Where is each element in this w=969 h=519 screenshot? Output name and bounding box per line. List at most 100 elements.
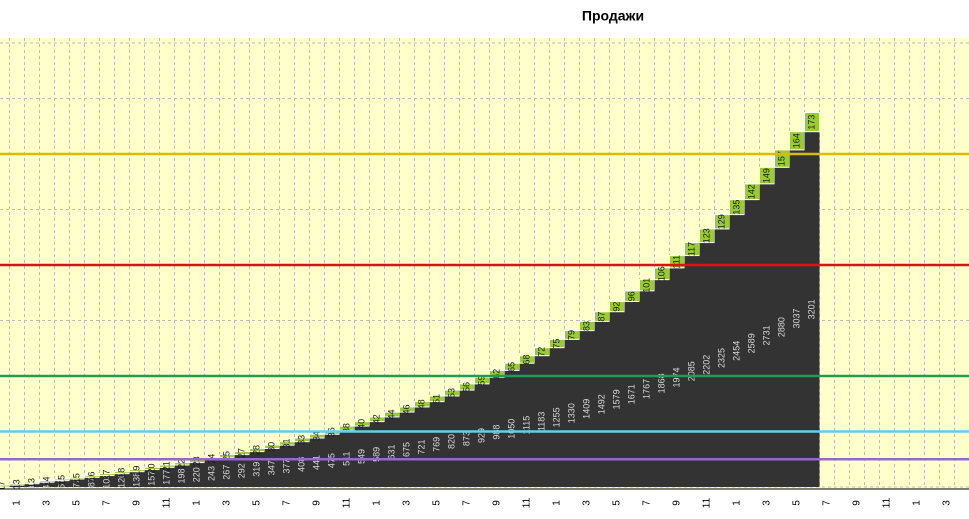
bar-label: 1767 [641, 379, 651, 399]
bar-segment [99, 475, 115, 487]
bar-label: 57 [56, 479, 66, 489]
bar-label: 2589 [746, 333, 756, 353]
bar-label: 1183 [536, 412, 546, 431]
bar-label: 96 [626, 291, 636, 301]
bar-label: 46 [401, 405, 411, 415]
bar-label: 1255 [551, 407, 561, 427]
bar-label: 28 [251, 445, 261, 455]
bar-label: 198 [176, 468, 186, 483]
bar-segment [804, 131, 820, 487]
bar-label: 1671 [626, 384, 636, 404]
bar-label: 2325 [716, 348, 726, 368]
bar-label: 2454 [731, 341, 741, 361]
x-tick-label: 5 [432, 500, 443, 506]
bar-label: 18 [116, 468, 126, 478]
bar-segment [174, 465, 190, 487]
x-tick-label: 9 [312, 500, 323, 506]
bar-label: 17 [101, 470, 111, 480]
bar-label: 16 [86, 471, 96, 481]
x-tick-label: 11 [162, 497, 173, 508]
bar-segment [609, 311, 625, 487]
x-tick-label: 7 [462, 500, 473, 506]
x-tick-label: 1 [912, 500, 923, 506]
bar-label: 117 [686, 242, 696, 256]
bar-segment [24, 483, 40, 487]
bar-segment [579, 330, 595, 487]
bar-label: 72 [536, 347, 546, 357]
bar-label: 103 [101, 474, 111, 489]
bar-label: 30 [266, 442, 276, 452]
bar-label: 3201 [806, 299, 816, 319]
bar-label: 319 [251, 462, 261, 477]
bar-label: 177 [161, 470, 171, 485]
bar-segment [204, 460, 220, 487]
bar-segment [9, 485, 25, 487]
x-tick-label: 1 [732, 500, 743, 506]
chart-title: Продажи [582, 8, 644, 24]
bar-segment [414, 406, 430, 487]
bar-label: 769 [431, 437, 441, 452]
bar-label: 441 [311, 455, 321, 470]
bar-segment [144, 469, 160, 487]
bar-segment [714, 228, 730, 488]
bar-segment [369, 421, 385, 487]
bar-label: 138 [131, 472, 141, 487]
axis-background [0, 489, 969, 519]
bar-label: 48 [416, 399, 426, 409]
bar-label: 220 [191, 467, 201, 482]
x-tick-label: 9 [852, 500, 863, 506]
bar-label: 243 [206, 466, 216, 481]
bar-label: 44 [386, 410, 396, 420]
bar-label: 72 [71, 478, 81, 488]
x-tick-label: 5 [72, 500, 83, 506]
bar-label: 2880 [776, 317, 786, 337]
bar-label: 929 [476, 428, 486, 443]
bar-label: 27 [236, 448, 246, 458]
bar-label: 135 [731, 200, 741, 215]
x-tick-label: 3 [222, 500, 233, 506]
bar-label: 1868 [656, 373, 666, 393]
bar-label: 65 [506, 362, 516, 372]
bar-segment [324, 434, 340, 487]
bar-label: 408 [296, 457, 306, 472]
bar-segment [744, 199, 760, 487]
bar-segment [354, 426, 370, 487]
x-tick-label: 11 [702, 497, 713, 508]
bar-label: 51 [431, 394, 441, 404]
bar-label: 1115 [521, 416, 531, 435]
bar-label: 43 [41, 480, 51, 490]
x-tick-label: 9 [132, 500, 143, 506]
bar-segment [429, 401, 445, 487]
bar-segment [759, 183, 775, 487]
bar-label: 123 [701, 228, 711, 243]
bar-label: 549 [356, 449, 366, 464]
x-tick-label: 3 [942, 500, 953, 506]
x-tick-label: 3 [762, 500, 773, 506]
bar-label: 292 [236, 463, 246, 478]
bar-segment [219, 457, 235, 487]
bar-label: 120 [116, 473, 126, 488]
bar-label: 34 [311, 431, 321, 441]
bar-label: 87 [596, 312, 606, 322]
bar-label: 106 [656, 266, 666, 281]
x-tick-label: 1 [12, 500, 23, 506]
bar-label: 157 [776, 151, 786, 166]
bar-label: 13 [26, 478, 36, 488]
bar-label: 38 [341, 423, 351, 433]
bar-segment [534, 355, 550, 487]
bar-label: 75 [551, 339, 561, 349]
bar-segment [459, 390, 475, 487]
bar-segment [129, 471, 145, 487]
bar-segment [234, 454, 250, 487]
bar-label: 23 [191, 456, 201, 466]
bar-label: 173 [806, 115, 816, 130]
bar-label: 17 [11, 481, 21, 491]
bar-segment [54, 480, 70, 487]
bar-label: 42 [371, 414, 381, 424]
bar-label: 21 [161, 461, 171, 471]
bar-label: 1579 [611, 389, 621, 409]
x-tick-label: 3 [582, 500, 593, 506]
bar-label: 87 [86, 477, 96, 487]
x-tick-label: 11 [882, 497, 893, 508]
